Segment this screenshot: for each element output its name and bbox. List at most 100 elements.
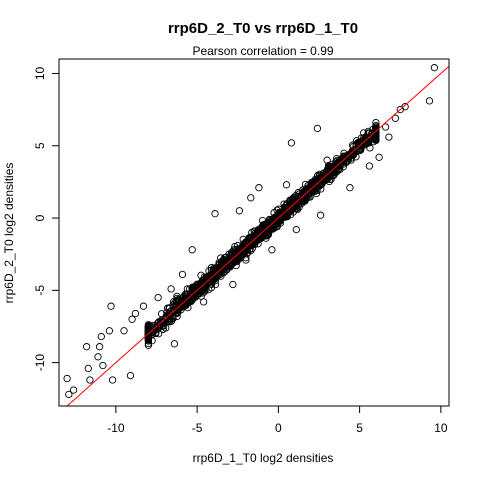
data-point xyxy=(207,284,216,292)
x-tick-label: 10 xyxy=(434,421,448,435)
data-point xyxy=(164,317,173,325)
data-point xyxy=(324,168,332,176)
data-point xyxy=(391,114,400,122)
data-point xyxy=(165,312,174,321)
data-point xyxy=(69,386,78,394)
data-point xyxy=(163,304,172,312)
data-point xyxy=(174,308,182,316)
data-point xyxy=(287,139,296,147)
data-point xyxy=(354,139,362,147)
data-point xyxy=(211,210,219,218)
data-point xyxy=(292,225,300,234)
data-point xyxy=(301,195,309,203)
chart-subtitle: Pearson correlation = 0.99 xyxy=(192,44,333,58)
fit-line xyxy=(66,65,450,407)
data-point xyxy=(82,343,91,351)
data-point xyxy=(144,334,153,342)
data-point xyxy=(305,187,314,196)
y-tick-label: 0 xyxy=(33,214,47,221)
data-point xyxy=(178,270,187,279)
data-point xyxy=(199,281,207,289)
data-point xyxy=(131,309,140,318)
data-point xyxy=(334,160,343,168)
data-point xyxy=(255,184,263,192)
data-point xyxy=(126,371,135,380)
data-point xyxy=(95,343,104,351)
data-point xyxy=(396,105,404,114)
data-point xyxy=(189,283,197,291)
data-point xyxy=(94,353,102,361)
data-point xyxy=(240,240,248,248)
data-point xyxy=(256,228,265,237)
data-point xyxy=(291,204,299,213)
data-point xyxy=(365,162,374,170)
data-point xyxy=(207,274,215,282)
data-point xyxy=(243,246,251,254)
plot-box xyxy=(58,58,450,407)
data-point xyxy=(170,340,179,348)
data-point xyxy=(306,193,314,201)
data-point xyxy=(315,170,324,178)
data-point xyxy=(233,252,241,260)
data-point xyxy=(381,123,390,131)
data-point xyxy=(316,211,325,219)
data-point xyxy=(203,276,211,284)
data-point xyxy=(128,315,136,323)
data-point xyxy=(289,208,297,216)
data-point xyxy=(237,246,246,254)
x-tick-label: 0 xyxy=(275,421,282,435)
x-tick-label: -10 xyxy=(107,421,125,435)
data-point xyxy=(108,376,117,384)
data-point xyxy=(311,180,320,188)
data-point xyxy=(268,215,277,223)
data-point xyxy=(372,125,380,134)
chart-title: rrp6D_2_T0 vs rrp6D_1_T0 xyxy=(168,20,358,37)
data-point xyxy=(233,245,242,253)
data-point xyxy=(86,376,94,384)
data-point xyxy=(188,246,196,254)
data-point xyxy=(120,327,128,335)
y-tick-label: 10 xyxy=(33,66,47,80)
x-tick-label: 5 xyxy=(356,421,363,435)
data-point xyxy=(287,203,295,211)
data-point xyxy=(249,236,258,244)
data-point xyxy=(178,295,187,303)
data-point xyxy=(105,327,114,335)
data-point xyxy=(295,203,303,211)
data-point xyxy=(107,302,115,310)
data-point xyxy=(425,97,434,105)
x-axis: -10 -5 0 5 10 xyxy=(107,406,448,435)
data-point xyxy=(314,171,322,180)
data-point xyxy=(199,298,208,306)
data-point xyxy=(312,189,321,198)
data-point xyxy=(159,318,167,327)
x-tick-label: -5 xyxy=(192,421,203,435)
data-point xyxy=(63,374,71,383)
data-point xyxy=(209,272,217,280)
data-point xyxy=(139,302,148,310)
data-point xyxy=(242,256,250,264)
data-point xyxy=(180,299,189,307)
data-point xyxy=(372,135,380,143)
data-point xyxy=(247,194,255,202)
data-point xyxy=(65,390,73,399)
data-point xyxy=(229,280,237,289)
data-point xyxy=(167,285,175,293)
data-point xyxy=(323,156,331,164)
data-point xyxy=(372,131,380,140)
points-layer xyxy=(63,64,439,399)
data-point xyxy=(221,267,229,276)
data-point xyxy=(331,162,339,170)
data-point xyxy=(268,246,276,254)
data-point xyxy=(197,271,205,279)
data-point xyxy=(169,314,177,323)
data-point xyxy=(151,324,159,332)
data-point xyxy=(192,287,200,296)
y-tick-label: -5 xyxy=(33,285,47,296)
data-point xyxy=(211,276,220,285)
data-point xyxy=(317,185,325,193)
data-point xyxy=(256,234,264,242)
data-point xyxy=(97,332,105,341)
data-point xyxy=(430,64,439,72)
